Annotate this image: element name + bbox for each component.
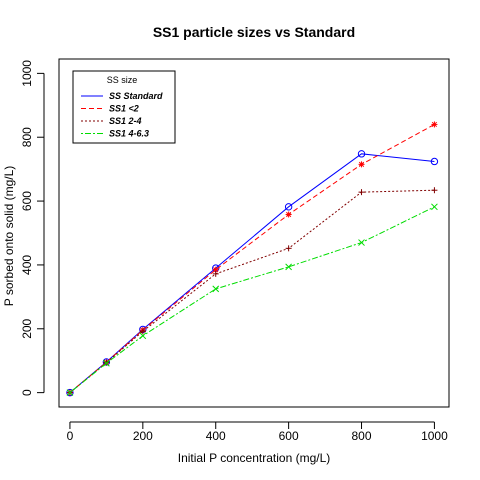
legend-entry: SS Standard: [109, 91, 163, 101]
y-tick-label: 1000: [20, 60, 34, 87]
x-tick-label: 200: [133, 429, 153, 443]
legend: SS size SS Standard SS1 <2 SS1 2-4 SS1 4-6.3: [72, 70, 176, 144]
data-point: [431, 121, 438, 128]
data-point: [103, 359, 110, 367]
data-point: [284, 203, 293, 211]
marker-stroke: [285, 263, 292, 271]
y-axis-label: P sorbed onto solid (mg/L): [2, 166, 16, 307]
data-point: [358, 161, 365, 168]
x-tick-label: 1000: [421, 429, 448, 443]
plot-area: 0 200 400 600 800 1000 0 200 400 600 800 1000: [20, 58, 450, 443]
marker-stroke: [212, 285, 220, 293]
marker-circle: [284, 203, 293, 211]
marker-stroke: [358, 161, 365, 167]
marker-stroke: [286, 211, 292, 218]
y-tick-label: 200: [20, 318, 34, 338]
data-point: [431, 187, 438, 194]
y-tick-label: 0: [20, 389, 34, 396]
data-point: [285, 263, 292, 271]
x-tick-label: 600: [279, 429, 299, 443]
marker-stroke: [431, 121, 438, 128]
data-point: [358, 189, 365, 196]
data-point: [212, 285, 220, 293]
data-point: [358, 239, 365, 246]
data-point: [66, 388, 74, 397]
marker-stroke: [103, 359, 110, 367]
chart-title: SS1 particle sizes vs Standard: [153, 24, 355, 40]
x-axis-label: Initial P concentration (mg/L): [178, 451, 331, 465]
y-tick-label: 400: [20, 255, 34, 275]
series-line: [69, 206, 435, 394]
legend-title: SS size: [107, 75, 138, 85]
legend-box: [72, 70, 176, 144]
marker-stroke: [66, 389, 74, 396]
marker-stroke: [213, 267, 219, 273]
data-point: [285, 245, 292, 252]
x-tick-label: 400: [206, 429, 226, 443]
y-tick-label: 600: [20, 191, 34, 211]
marker-circle: [430, 157, 439, 166]
series-line: [69, 189, 435, 394]
data-point: [139, 332, 147, 340]
data-point: [430, 157, 439, 166]
data-point: [357, 150, 366, 158]
x-tick-label: 0: [67, 429, 74, 443]
y-tick-label: 800: [20, 127, 34, 147]
legend-entry: SS1 4-6.3: [109, 129, 149, 139]
x-tick-label: 800: [352, 429, 372, 443]
marker-circle: [357, 150, 366, 158]
series-line: [69, 124, 435, 394]
data-point: [66, 389, 74, 396]
marker-circle: [66, 388, 74, 397]
legend-entry: SS1 2-4: [109, 116, 142, 126]
series-line: [69, 153, 435, 394]
plot-frame: [58, 58, 450, 408]
data-point: [212, 270, 219, 277]
legend-entry: SS1 <2: [109, 104, 139, 114]
data-point: [285, 211, 292, 218]
marker-stroke: [431, 203, 438, 211]
data-point: [212, 266, 219, 273]
data-point: [139, 328, 146, 335]
marker-stroke: [139, 332, 147, 340]
data-point: [431, 203, 438, 211]
marker-stroke: [358, 239, 365, 246]
